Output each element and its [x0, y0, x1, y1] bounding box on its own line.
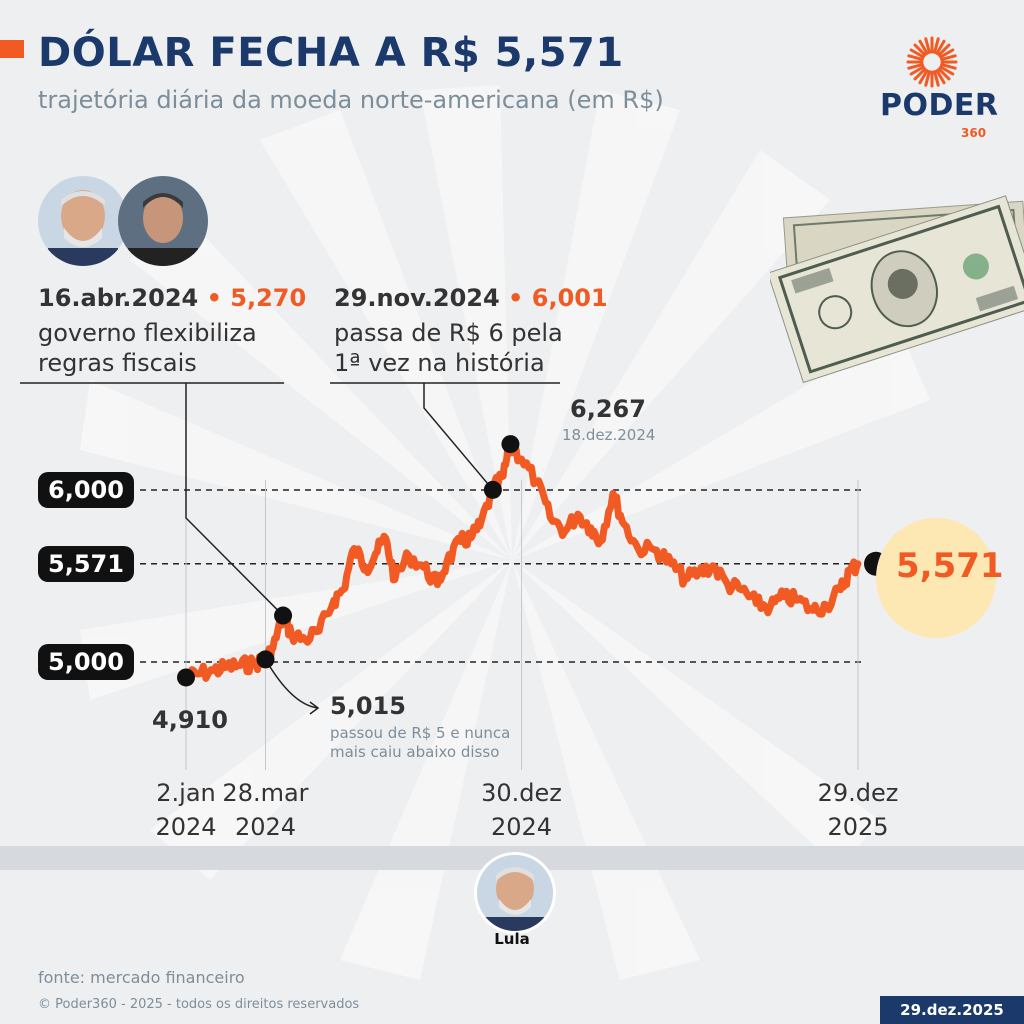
logo-ray	[918, 39, 929, 55]
highlight-point	[483, 480, 502, 499]
peak-date-label: 18.dez.2024	[562, 426, 656, 444]
highlight-point	[501, 435, 520, 454]
logo-ray	[909, 65, 925, 76]
source-text: fonte: mercado financeiro	[38, 968, 245, 987]
annotation-1-text: governo flexibiliza regras fiscais	[38, 318, 257, 378]
x-tick-line1: 30.dez	[481, 779, 562, 807]
logo-number: 360	[961, 126, 987, 140]
x-tick-line2: 2024	[155, 813, 217, 841]
x-tick-label: 30.dez 2024	[462, 776, 582, 844]
logo-ray	[933, 37, 940, 54]
logo-word: PODER	[880, 88, 999, 123]
logo-ray	[913, 43, 927, 57]
x-tick-line2: 2024	[490, 813, 553, 841]
y-reference-label: 6,000	[38, 472, 134, 508]
annotation-1-date: 16.abr.2024	[38, 284, 199, 312]
y-reference-label: 5,000	[38, 644, 134, 680]
logo-ray	[935, 69, 946, 85]
annotation-1-sep: •	[198, 284, 231, 312]
logo-ray	[939, 65, 955, 76]
copyright-text: © Poder360 - 2025 - todos os direitos re…	[38, 997, 360, 1012]
logo-ray	[935, 39, 946, 55]
logo-ray	[937, 43, 951, 57]
annotation-2-text: passa de R$ 6 pela 1ª vez na história	[334, 318, 563, 378]
logo-ray	[924, 70, 931, 87]
annotation-2-connector	[423, 383, 494, 491]
highlight-point	[177, 668, 195, 687]
logo-ray	[918, 69, 929, 85]
peak-value-label: 6,267	[570, 395, 646, 423]
annotation-2-title: 29.nov.2024 • 6,001	[334, 284, 608, 312]
x-tick-line2: 2025	[827, 813, 889, 841]
highlight-point	[274, 606, 293, 625]
logo-ray	[907, 54, 924, 61]
poder360-sun-logo	[906, 36, 958, 88]
cross5-line1: passou de R$ 5 e nunca	[330, 724, 511, 742]
lula-label: Lula	[494, 930, 530, 948]
x-tick-label: 28.mar 2024	[205, 776, 325, 844]
logo-ray	[939, 48, 955, 59]
annotation-1-value: 5,270	[230, 284, 307, 312]
x-tick-line2: 2024	[234, 813, 297, 841]
annotation-1-line2: regras fiscais	[38, 349, 197, 377]
logo-ray	[937, 67, 951, 81]
cross5-connector	[264, 659, 319, 709]
lula-timeline-photo	[474, 852, 556, 934]
final-value-highlight	[876, 518, 996, 638]
lula-photo	[38, 176, 128, 266]
annotation-2-line2: 1ª vez na história	[334, 349, 545, 377]
haddad-photo	[118, 176, 208, 266]
date-badge: 29.dez.2025	[880, 996, 1024, 1024]
annotation-2-date: 29.nov.2024	[334, 284, 500, 312]
series-line	[182, 440, 862, 682]
cross5-arrowhead	[309, 701, 320, 715]
y-reference-label: 5,571	[38, 545, 134, 582]
dollar-bills-image	[770, 195, 1024, 384]
page-title: DÓLAR FECHA A R$ 5,571	[38, 30, 624, 76]
x-tick-line1: 28.mar	[222, 779, 309, 807]
annotation-1-title: 16.abr.2024 • 5,270	[38, 284, 306, 312]
x-tick-label: 29.dez 2025	[798, 776, 918, 844]
final-value-label: 5,571	[896, 546, 1004, 586]
cross5-line2: mais caiu abaixo disso	[330, 743, 500, 761]
annotation-2-line1: passa de R$ 6 pela	[334, 319, 563, 347]
annotation-2-value: 6,001	[531, 284, 608, 312]
cross5-description: passou de R$ 5 e nunca mais caiu abaixo …	[330, 724, 510, 762]
title-accent-bar	[0, 40, 24, 58]
logo-ray	[913, 67, 927, 81]
highlight-point	[256, 650, 275, 669]
annotation-1-line1: governo flexibiliza	[38, 319, 257, 347]
page-subtitle: trajetória diária da moeda norte-america…	[38, 86, 664, 114]
x-tick-label: 2.jan 2024	[126, 776, 246, 844]
logo-ray	[924, 37, 931, 54]
start-value-label: 4,910	[152, 706, 228, 734]
logo-ray	[907, 63, 924, 70]
x-tick-line1: 29.dez	[817, 779, 899, 807]
logo-ray	[909, 48, 925, 59]
logo-ray	[940, 63, 957, 70]
annotation-2-sep: •	[499, 284, 532, 312]
logo-ray	[940, 54, 957, 61]
logo-ray	[933, 70, 940, 87]
annotation-1-connector	[185, 383, 284, 617]
cross5-value-label: 5,015	[330, 692, 406, 720]
x-tick-line1: 2.jan	[156, 779, 216, 807]
